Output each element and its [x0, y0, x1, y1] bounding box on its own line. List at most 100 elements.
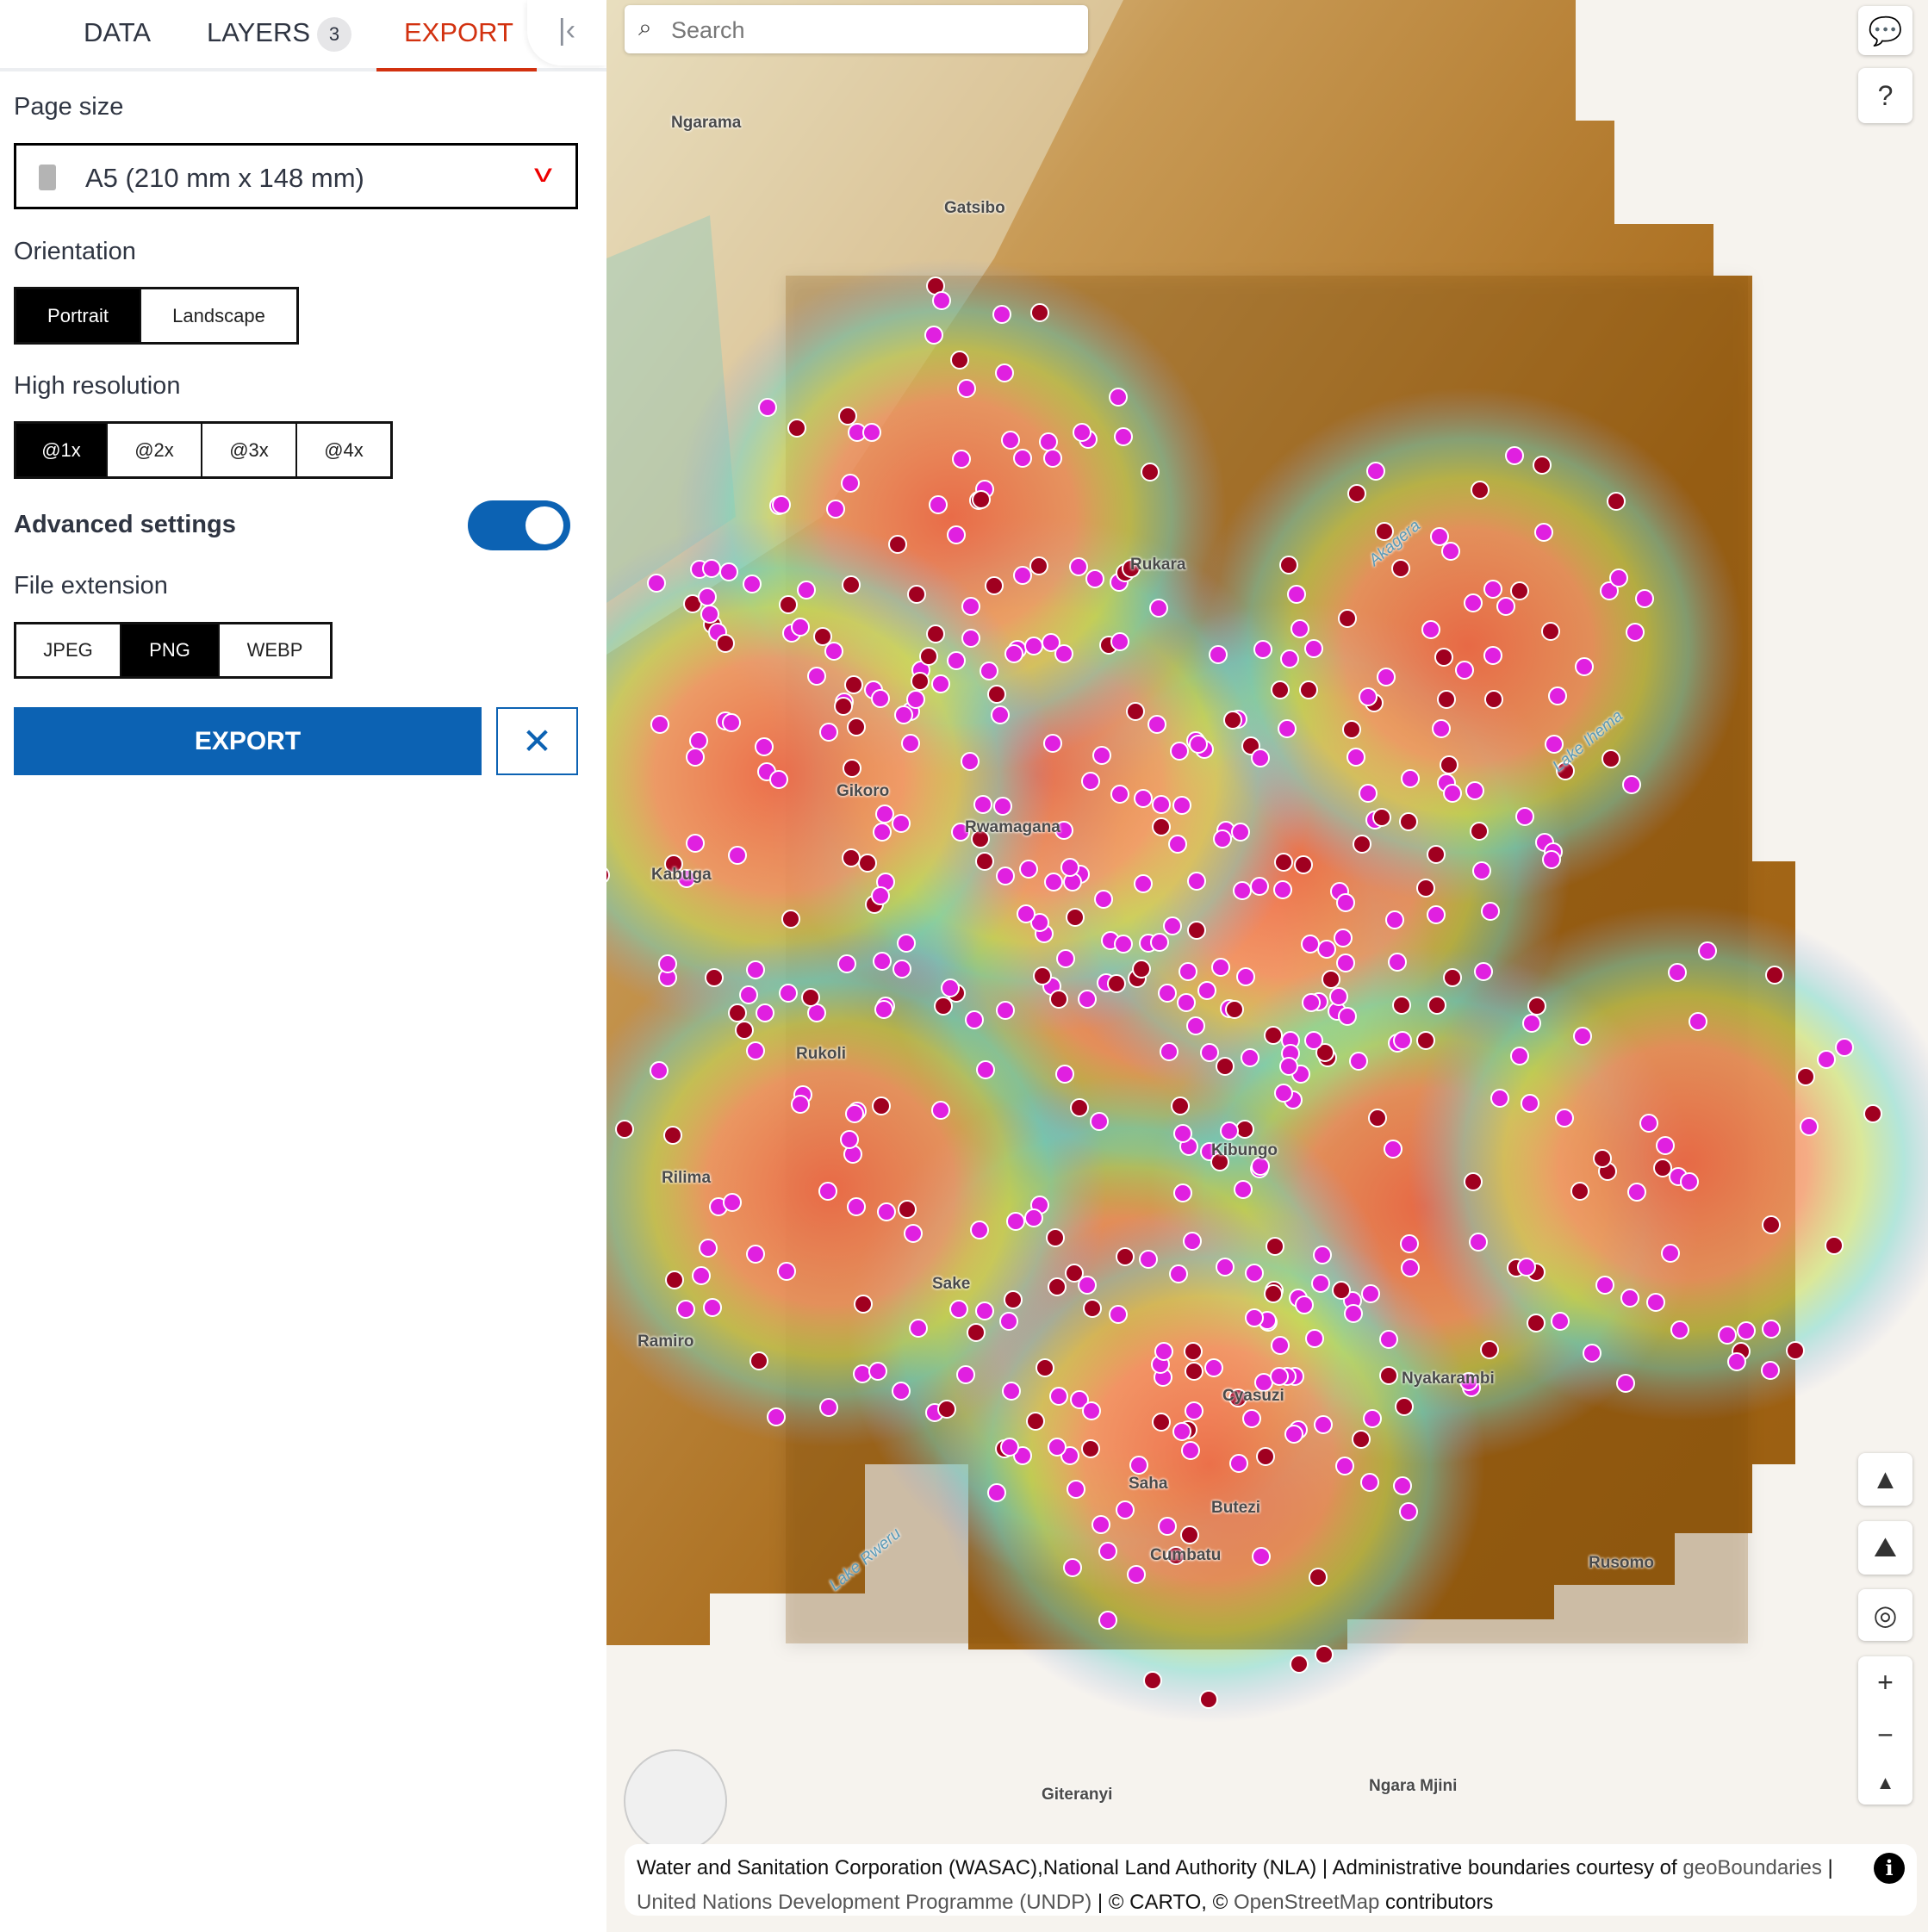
data-point [987, 685, 1006, 704]
data-point [1342, 720, 1361, 739]
data-point [892, 960, 911, 978]
data-point [1607, 492, 1626, 511]
zoom-out-icon[interactable]: − [1877, 1719, 1894, 1750]
data-point [1036, 1358, 1054, 1377]
jpeg-button[interactable]: JPEG [16, 624, 121, 676]
png-button[interactable]: PNG [121, 624, 220, 676]
webp-button[interactable]: WEBP [220, 624, 330, 676]
data-point [1835, 1038, 1854, 1057]
data-point [1185, 1401, 1203, 1420]
data-point [1521, 1094, 1539, 1113]
resolution-1x-button[interactable]: @1x [16, 424, 108, 476]
resolution-2x-button[interactable]: @2x [108, 424, 202, 476]
data-point [973, 795, 992, 814]
help-icon[interactable]: ? [1858, 68, 1912, 123]
data-point [1026, 1412, 1045, 1431]
portrait-button[interactable]: Portrait [16, 289, 141, 342]
data-point [1216, 1057, 1235, 1076]
data-point [1110, 632, 1129, 651]
data-point [842, 848, 861, 867]
terrain-icon[interactable]: ▲ [1858, 1453, 1912, 1506]
data-point [888, 535, 907, 554]
data-point [702, 559, 721, 578]
tab-export[interactable]: EXPORT [404, 17, 513, 47]
basemap-icon[interactable]: ⛰ [1858, 1521, 1912, 1575]
data-point [743, 575, 762, 593]
data-point [1152, 817, 1171, 836]
data-point [873, 823, 892, 842]
data-point [663, 1126, 682, 1145]
data-point [1338, 609, 1357, 628]
data-point [1134, 874, 1153, 893]
data-point [1110, 785, 1129, 804]
data-point [1474, 962, 1493, 981]
data-point [842, 575, 861, 594]
osm-link[interactable]: OpenStreetMap [1233, 1891, 1380, 1914]
data-point [1601, 749, 1620, 768]
zoom-controls: + − ▲ [1858, 1656, 1912, 1805]
data-point [700, 605, 719, 624]
tab-layers[interactable]: LAYERS 3 [207, 17, 352, 52]
data-point [1817, 1050, 1836, 1069]
data-point [947, 525, 966, 544]
data-point [1187, 872, 1206, 891]
data-point [1000, 1438, 1019, 1457]
data-point [1541, 622, 1560, 641]
geoboundaries-link[interactable]: geoBoundaries [1682, 1856, 1822, 1879]
data-point [1081, 1439, 1100, 1458]
data-point [862, 423, 881, 442]
cancel-export-button[interactable]: ✕ [496, 707, 578, 775]
data-point [1668, 963, 1687, 982]
resolution-4x-button[interactable]: @4x [297, 424, 390, 476]
data-point [1116, 1500, 1135, 1519]
data-point [1727, 1352, 1746, 1371]
data-point [1158, 1517, 1177, 1536]
data-point [1360, 1473, 1379, 1492]
data-point [658, 954, 677, 973]
data-point [1085, 569, 1104, 588]
zoom-in-icon[interactable]: + [1877, 1667, 1894, 1698]
data-point [853, 1364, 872, 1383]
info-icon[interactable]: i [1874, 1853, 1905, 1884]
data-point [1393, 1476, 1412, 1495]
data-point [947, 651, 966, 670]
search-input[interactable]: ⌕ Search [625, 5, 1088, 53]
map-canvas[interactable]: ⌕ Search Ngarama Gatsibo Rukara Kabuga Gikoro… [606, 0, 1928, 1932]
data-point [1542, 850, 1561, 869]
undp-link[interactable]: United Nations Development Programme (UN… [637, 1891, 1092, 1914]
page-size-select[interactable]: A5 (210 mm x 148 mm) v [14, 143, 578, 209]
data-point [1384, 1140, 1402, 1159]
attribution-text: Water and Sanitation Corporation (WASAC)… [637, 1856, 1683, 1879]
data-point [1078, 990, 1097, 1009]
data-point [1129, 1456, 1148, 1475]
heatmap-blob [934, 1206, 1485, 1723]
export-button[interactable]: EXPORT [14, 707, 482, 775]
data-point [971, 829, 990, 848]
data-point [1098, 1611, 1117, 1630]
data-point [791, 1095, 810, 1114]
data-point [1825, 1236, 1844, 1255]
data-point [1199, 1690, 1218, 1709]
data-point [1395, 1397, 1414, 1416]
data-point [1786, 1341, 1805, 1360]
feedback-icon[interactable]: 💬 [1858, 6, 1912, 55]
collapse-left-icon[interactable]: |‹ [527, 0, 606, 65]
data-point [1555, 1109, 1574, 1128]
resolution-3x-button[interactable]: @3x [202, 424, 297, 476]
heatmap-blob [1192, 388, 1744, 904]
compass-icon[interactable]: ▲ [1875, 1772, 1895, 1793]
overview-minimap[interactable] [624, 1749, 727, 1853]
data-point [1593, 1149, 1612, 1168]
locate-icon[interactable]: ◎ [1858, 1589, 1912, 1641]
landscape-button[interactable]: Landscape [141, 289, 296, 342]
data-point [892, 1382, 911, 1401]
data-point [1109, 1305, 1128, 1324]
data-point [650, 715, 669, 734]
data-point [1527, 1314, 1546, 1333]
place-label: Rwamagana [965, 818, 1060, 836]
advanced-settings-toggle[interactable] [468, 500, 570, 550]
data-point [1646, 1293, 1665, 1312]
tab-data[interactable]: DATA [84, 17, 152, 47]
data-point [1718, 1326, 1737, 1345]
data-point [1122, 559, 1141, 578]
